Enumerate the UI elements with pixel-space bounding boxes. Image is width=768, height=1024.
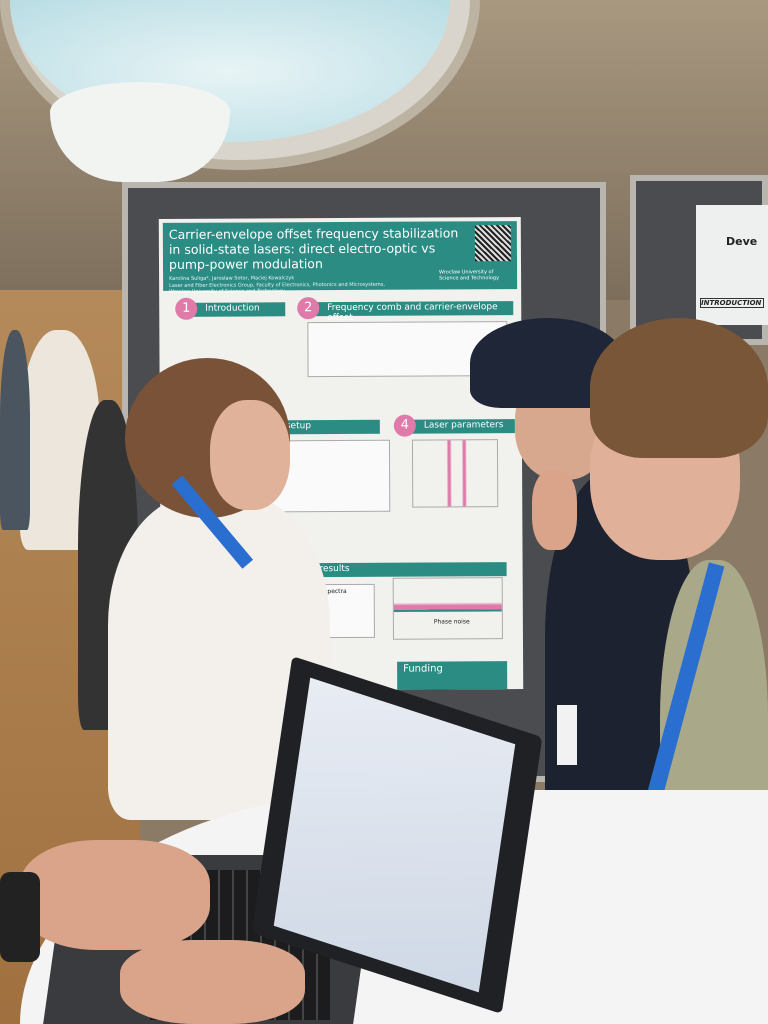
person-background [0, 330, 30, 530]
section-label: Laser parameters [423, 420, 504, 431]
man-hand-on-chin [532, 470, 577, 550]
university-name: Wrocław University of Science and Techno… [439, 269, 500, 282]
phase-noise-chart: Phase noise [392, 577, 503, 640]
neighbor-poster-title: Deve [726, 235, 758, 248]
poster-header: Carrier-envelope offset frequency stabil… [162, 221, 518, 295]
section-funding: Funding [397, 661, 508, 690]
section-label: Introduction [205, 303, 260, 314]
chart-title: Phase noise [433, 618, 470, 626]
woman-presenter-face [210, 400, 290, 510]
section-laser-parameters: 4 Laser parameters [393, 414, 515, 437]
qr-code [474, 225, 511, 262]
name-badge [557, 705, 577, 765]
typing-hand [120, 940, 305, 1024]
section-frequency-comb: 2 Frequency comb and carrier-envelope of… [297, 297, 514, 323]
section-introduction: 1 Introduction [175, 297, 286, 320]
neighbor-poster-section: INTRODUCTION [700, 298, 764, 308]
section-number: 1 [175, 297, 198, 320]
section-label: Funding [403, 663, 443, 675]
section-number: 4 [393, 414, 416, 437]
neighbor-poster: Deve INTRODUCTION [696, 205, 768, 325]
wristwatch [0, 872, 40, 962]
laser-spectrum-chart [411, 439, 499, 508]
section-number: 2 [297, 297, 320, 320]
young-man-hair [590, 318, 768, 458]
pendant-lamp [50, 82, 230, 182]
section-label: Frequency comb and carrier-envelope offs… [327, 302, 498, 324]
typing-hand [20, 840, 210, 950]
poster-title: Carrier-envelope offset frequency stabil… [168, 225, 459, 272]
poster-affiliation: Laser and Fiber Electronics Group, Facul… [169, 281, 385, 295]
